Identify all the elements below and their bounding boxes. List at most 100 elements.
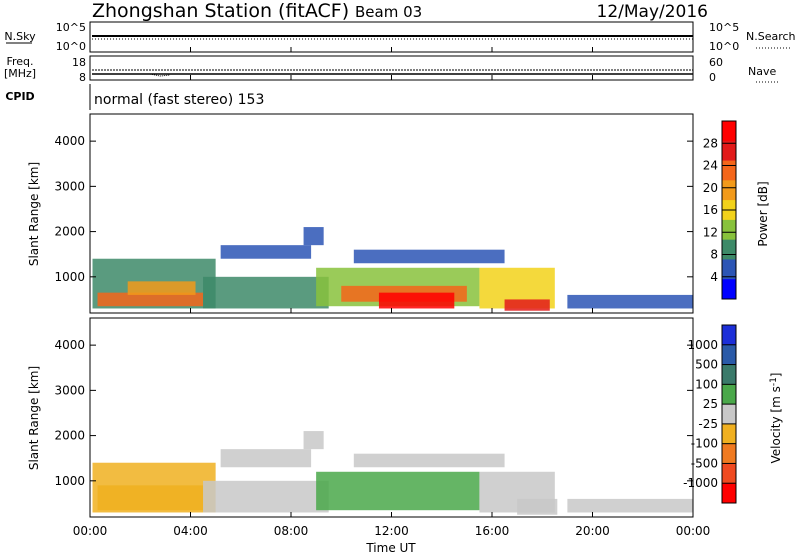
- velocity-data-region: [220, 449, 312, 468]
- velocity-colorbar-swatch: [722, 483, 736, 504]
- velocity-y-tick-label: 2000: [54, 429, 85, 443]
- velocity-cells: [92, 431, 693, 515]
- power-colorbar-label: Power [dB]: [756, 181, 770, 246]
- date-label: 12/May/2016: [597, 2, 709, 22]
- cpid-text: normal (fast stereo) 153: [94, 92, 264, 108]
- x-tick-label: 00:00: [676, 524, 711, 538]
- velocity-data-region: [353, 453, 505, 468]
- power-y-tick-label: 3000: [54, 179, 85, 193]
- power-cells: [92, 227, 693, 311]
- velocity-data-region: [303, 431, 324, 450]
- power-y-tick-label: 4000: [54, 134, 85, 148]
- velocity-data-region: [203, 480, 329, 513]
- power-colorbar-tick-label: 20: [703, 181, 718, 195]
- velocity-colorbar-tick-label: -500: [691, 456, 718, 470]
- power-colorbar-swatch: [722, 279, 736, 300]
- power-data-region: [127, 281, 196, 295]
- cpid-strip: CPID normal (fast stereo) 153: [5, 84, 264, 110]
- nsky-right-tick-top: 10^5: [709, 21, 739, 34]
- nsearch-label: N.Search: [746, 30, 796, 43]
- power-data-region: [97, 292, 204, 307]
- power-colorbar-tick-label: 16: [703, 203, 718, 217]
- freq-dip-trace: [149, 73, 171, 77]
- velocity-colorbar-tick-label: -100: [691, 437, 718, 451]
- nsky-strip: N.Sky 10^5 10^0 10^5 10^0 N.Search: [4, 21, 795, 53]
- power-colorbar-tick-label: 12: [703, 225, 718, 239]
- velocity-colorbar-swatch: [722, 325, 736, 346]
- power-y-ticks: 1000 2000 3000 4000: [54, 134, 693, 284]
- power-colorbar-tick-label: 28: [703, 136, 718, 150]
- velocity-colorbar-swatch: [722, 423, 736, 445]
- power-colorbar-swatch: [722, 160, 736, 181]
- x-tick-label: 16:00: [475, 524, 510, 538]
- velocity-data-region: [567, 498, 693, 513]
- station-title: Zhongshan Station (fitACF): [92, 0, 349, 22]
- velocity-colorbar-tick-label: -1000: [683, 476, 718, 490]
- velocity-colorbar-swatch: [722, 443, 736, 464]
- velocity-colorbar-swatch: [722, 344, 736, 366]
- x-axis: 00:00 04:00 08:00 12:00 16:00 20:00 00:00: [73, 47, 711, 538]
- power-data-region: [220, 245, 312, 259]
- power-colorbar-swatch: [722, 239, 736, 260]
- velocity-colorbar-swatch: [722, 404, 736, 425]
- x-tick-label: 04:00: [173, 524, 208, 538]
- velocity-colorbar-tick-label: -25: [698, 417, 718, 431]
- nsky-right-tick-bottom: 10^0: [709, 40, 739, 53]
- power-data-region: [303, 227, 324, 246]
- velocity-colorbar-tick-label: 100: [695, 377, 718, 391]
- power-colorbar-tick-label: 4: [710, 270, 718, 284]
- velocity-data-region: [517, 498, 558, 515]
- power-colorbar-swatch: [722, 180, 736, 201]
- power-colorbar-swatch: [722, 219, 736, 241]
- velocity-y-tick-label: 1000: [54, 474, 85, 488]
- velocity-colorbar-label: Velocity [m s-1]: [769, 373, 783, 464]
- x-axis-label: Time UT: [365, 541, 416, 554]
- velocity-colorbar-swatch: [722, 364, 736, 385]
- velocity-y-ticks: 1000 2000 3000 4000: [54, 338, 693, 488]
- freq-left-tick-bottom: 8: [79, 71, 86, 84]
- power-data-region: [378, 292, 455, 309]
- velocity-colorbar-tick-label: 25: [703, 397, 718, 411]
- velocity-colorbar-swatch: [722, 463, 736, 484]
- freq-label: Freq.: [6, 55, 33, 68]
- power-data-region: [567, 294, 693, 309]
- nave-label: Nave: [748, 65, 776, 78]
- velocity-colorbar-tick-label: 500: [695, 358, 718, 372]
- freq-unit-label: [MHz]: [4, 67, 36, 80]
- power-y-tick-label: 2000: [54, 225, 85, 239]
- velocity-data-region: [316, 471, 480, 511]
- velocity-y-axis-label: Slant Range [km]: [27, 366, 41, 470]
- freq-right-tick-bottom: 0: [709, 71, 716, 84]
- power-data-region: [353, 249, 505, 264]
- power-panel: 1000 2000 3000 4000 Slant Range [km] 4 8 12 16…: [27, 113, 770, 314]
- velocity-data-region: [97, 485, 204, 511]
- x-tick-label: 00:00: [73, 524, 108, 538]
- velocity-colorbar: 1000 500 100 25 -25 -100 -500 -1000: [683, 324, 737, 504]
- velocity-panel: 1000 2000 3000 4000 Slant Range [km] 1000 50…: [27, 317, 783, 518]
- velocity-colorbar-swatch: [722, 384, 736, 405]
- power-data-region: [504, 299, 550, 311]
- power-colorbar-swatch: [722, 259, 736, 280]
- power-data-region: [203, 276, 329, 309]
- freq-left-tick-top: 18: [72, 56, 86, 69]
- cpid-label: CPID: [5, 90, 34, 103]
- velocity-y-tick-label: 3000: [54, 383, 85, 397]
- power-colorbar-swatch: [722, 121, 736, 142]
- nsky-left-tick-top: 10^5: [56, 21, 86, 34]
- power-y-tick-label: 1000: [54, 270, 85, 284]
- nsky-label: N.Sky: [4, 30, 36, 43]
- velocity-colorbar-frame: [721, 324, 737, 504]
- freq-strip: Freq. [MHz] 18 8 60 0 Nave: [4, 55, 780, 84]
- freq-right-tick-top: 60: [709, 56, 723, 69]
- power-colorbar-tick-label: 8: [710, 248, 718, 262]
- power-y-axis-label: Slant Range [km]: [27, 162, 41, 266]
- power-colorbar: 4 8 12 16 20 24 28: [703, 120, 737, 300]
- velocity-y-tick-label: 4000: [54, 338, 85, 352]
- beam-label: Beam 03: [355, 3, 422, 21]
- velocity-colorbar-tick-label: 1000: [687, 338, 718, 352]
- x-tick-label: 12:00: [374, 524, 409, 538]
- power-colorbar-swatch: [722, 140, 736, 162]
- nsky-left-tick-bottom: 10^0: [56, 40, 86, 53]
